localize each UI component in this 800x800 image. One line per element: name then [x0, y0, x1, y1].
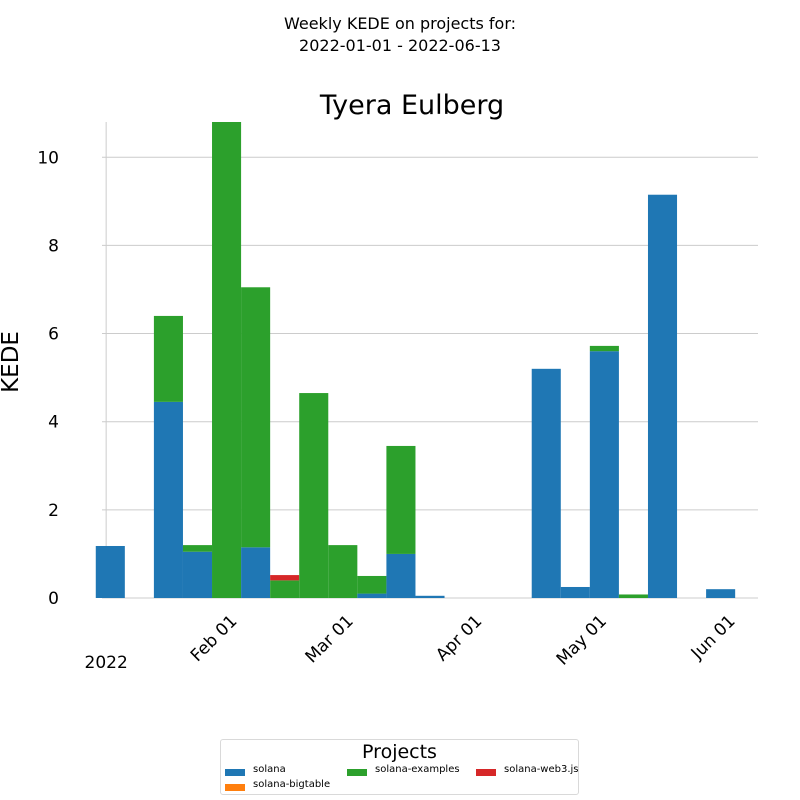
bar-solana-examples: [618, 594, 648, 598]
y-tick-label: 4: [48, 413, 59, 433]
suptitle-line-1: Weekly KEDE on projects for:: [283, 14, 517, 33]
bar-solana: [560, 586, 590, 598]
bar-solana-examples: [589, 345, 619, 352]
bar-solana: [415, 595, 445, 598]
bars-layer: [95, 122, 736, 598]
bar-solana-examples: [182, 545, 213, 552]
x-tick-labels: 2022 Feb 01 Mar 01 Apr 01 May 01 Jun 01: [85, 611, 740, 673]
bar-solana-examples: [270, 580, 300, 598]
bar-solana-examples: [212, 122, 242, 598]
legend-label-solana-bigtable: solana-bigtable: [253, 779, 331, 790]
x-tick-label: Mar 01: [302, 611, 358, 667]
bar-solana: [357, 593, 387, 598]
legend-swatch-solana-web3js: [476, 769, 496, 776]
bar-solana: [386, 553, 416, 598]
bar-solana: [706, 589, 736, 598]
bar-solana: [241, 547, 271, 598]
bar-solana-examples: [153, 315, 183, 402]
bar-solana-examples: [241, 287, 271, 548]
x-tick-label: Jun 01: [687, 611, 740, 664]
legend-title: Projects: [362, 741, 437, 763]
bar-solana-examples: [328, 545, 358, 598]
legend-swatch-solana-bigtable: [225, 784, 245, 791]
y-tick-labels: 0 2 4 6 8 10: [37, 148, 59, 609]
bar-solana-examples: [299, 393, 329, 598]
legend-label-solana-examples: solana-examples: [375, 764, 460, 775]
y-tick-label: 2: [48, 501, 59, 521]
x-tick-label: Apr 01: [432, 611, 486, 665]
bar-solana: [531, 368, 561, 598]
bar-solana: [647, 194, 678, 598]
legend-swatch-solana: [225, 769, 245, 776]
x-tick-label: Feb 01: [187, 611, 242, 666]
y-tick-label: 10: [37, 148, 59, 168]
chart-title: Tyera Eulberg: [319, 90, 504, 121]
bar-solana: [95, 545, 125, 598]
legend-label-solana: solana: [253, 764, 286, 775]
legend-swatch-solana-examples: [347, 769, 367, 776]
bar-solana-examples: [386, 445, 416, 554]
y-tick-label: 8: [48, 236, 59, 256]
legend: Projects solana solana-examples solana-w…: [220, 739, 579, 795]
suptitle-line-2: 2022-01-01 - 2022-06-13: [299, 36, 501, 55]
y-tick-label: 0: [48, 589, 59, 609]
x-tick-label: 2022: [85, 653, 128, 673]
bar-solana-web3-js: [270, 575, 300, 581]
y-axis-label: KEDE: [0, 331, 24, 393]
bar-solana: [153, 401, 183, 598]
bar-solana-examples: [357, 575, 387, 594]
legend-label-solana-web3js: solana-web3.js: [504, 764, 579, 775]
x-tick-label: May 01: [553, 611, 611, 669]
y-tick-label: 6: [48, 325, 59, 345]
bar-solana: [182, 551, 213, 598]
bar-solana: [589, 351, 619, 598]
